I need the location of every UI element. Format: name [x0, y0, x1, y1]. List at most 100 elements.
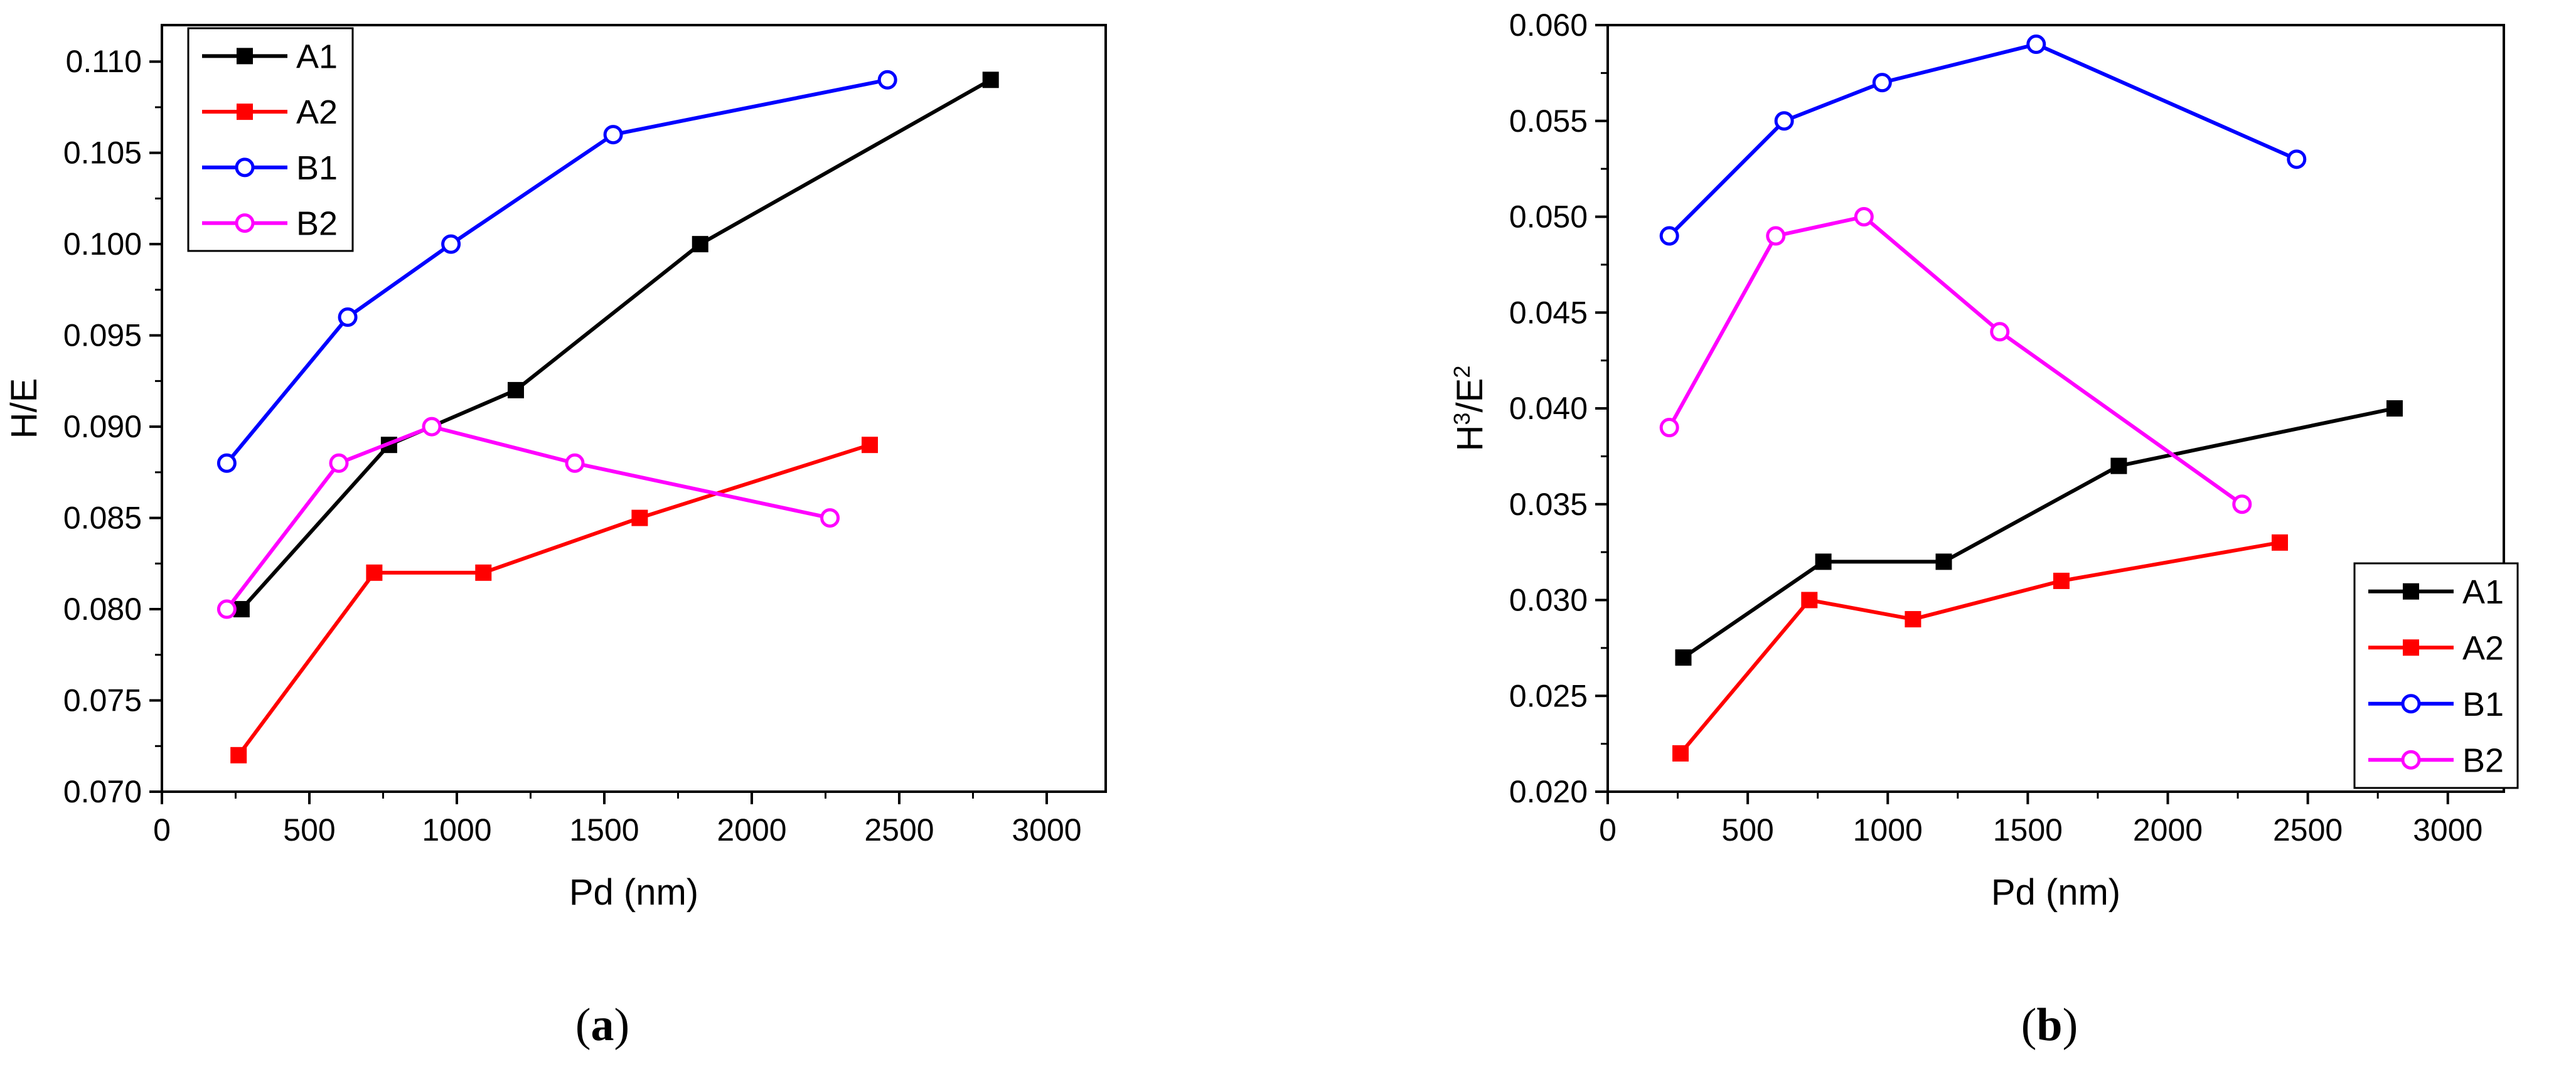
y-axis-label: H3/E2 [1449, 366, 1491, 452]
data-point [1854, 207, 1874, 226]
plot-frame [161, 24, 1107, 793]
legend-label: B1 [296, 149, 338, 187]
data-point [1872, 73, 1892, 93]
x-tick-label: 2000 [717, 812, 786, 848]
data-point [862, 437, 878, 454]
legend-item-b2: B2 [2368, 742, 2504, 779]
legend-marker [237, 104, 253, 120]
x-axis-label: Pd (nm) [1991, 872, 2120, 913]
panel-caption-a: (a) [575, 999, 630, 1051]
series-a1 [233, 72, 999, 618]
y-tick-label: 0.030 [1509, 583, 1588, 618]
data-point [1935, 553, 1952, 570]
data-point [603, 125, 623, 145]
y-axis-label: H/E [4, 378, 45, 439]
data-point [1659, 226, 1679, 246]
y-axis-label-superscript: 3 [1449, 412, 1475, 425]
series-line [1667, 215, 2243, 506]
data-point [565, 453, 585, 473]
y-tick-label: 0.110 [66, 44, 142, 79]
series-b2 [216, 417, 840, 619]
series-line [1668, 42, 2297, 238]
data-point [2287, 149, 2307, 169]
legend-item-a1: A1 [202, 38, 338, 75]
panel-caption-b: (b) [2021, 999, 2078, 1051]
data-point [2272, 534, 2288, 551]
data-point [329, 453, 349, 473]
x-axis-label: Pd (nm) [569, 872, 698, 913]
data-point [1774, 111, 1794, 131]
legend-marker [2403, 583, 2419, 600]
legend-label: B2 [2462, 742, 2504, 779]
x-tick-label: 1500 [569, 812, 639, 848]
legend-label: A2 [2462, 629, 2504, 667]
data-point [1675, 649, 1692, 666]
x-tick-label: 3000 [1012, 812, 1081, 848]
y-tick-label: 0.055 [1509, 104, 1588, 139]
x-tick-label: 1000 [422, 812, 491, 848]
series-a2 [1672, 534, 2288, 762]
x-tick-label: 1500 [1993, 812, 2063, 848]
legend-marker [2401, 694, 2421, 714]
data-point [692, 236, 708, 253]
legend-label: A1 [2462, 573, 2504, 611]
legend-label: B2 [296, 205, 338, 243]
series-a2 [230, 437, 878, 763]
chart-panel-b: 0 500 1000 1500 2000 2500 3000 0.020 0.025 0.030 0… [1449, 8, 2519, 913]
x-tick-label: 2500 [864, 812, 934, 848]
y-tick-label: 0.020 [1509, 774, 1588, 809]
legend-box [187, 27, 354, 252]
y-tick-label: 0.090 [63, 409, 142, 444]
data-point [1990, 322, 2010, 342]
x-tick-label: 500 [283, 812, 335, 848]
data-point [1801, 592, 1818, 609]
series-line [1679, 540, 2280, 755]
legend-item-a2: A2 [2368, 629, 2504, 667]
data-point [422, 417, 442, 437]
y-tick-label: 0.060 [1509, 8, 1588, 43]
legend-item-a1: A1 [2368, 573, 2504, 611]
data-point [820, 508, 840, 528]
y-tick-label: 0.080 [63, 592, 142, 627]
series-line [237, 443, 870, 757]
legend-marker [235, 157, 255, 178]
legend-marker [2401, 750, 2421, 770]
data-point [982, 72, 999, 88]
series-line [225, 425, 831, 610]
series-a1 [1675, 400, 2403, 666]
legend-item-b1: B1 [202, 149, 338, 187]
x-tick-label: 2000 [2133, 812, 2203, 848]
y-axis-label-part: H [1450, 425, 1490, 451]
data-point [508, 381, 524, 398]
data-point [475, 564, 492, 581]
data-point [366, 564, 383, 581]
data-point [1815, 553, 1832, 570]
y-tick-label: 0.025 [1509, 678, 1588, 713]
y-tick-label: 0.050 [1509, 199, 1588, 235]
data-point [338, 307, 358, 327]
x-tick-label: 2500 [2273, 812, 2343, 848]
data-point [1659, 418, 1679, 438]
legend-item-a2: A2 [202, 93, 338, 131]
x-tick-label: 500 [1721, 812, 1773, 848]
legend-label: A2 [296, 93, 338, 131]
y-tick-label: 0.070 [63, 774, 142, 809]
legend-marker [237, 48, 253, 65]
data-point [230, 747, 247, 763]
data-point [2232, 494, 2252, 514]
y-axis-label-superscript: 2 [1449, 366, 1475, 378]
x-tick-label: 1000 [1853, 812, 1923, 848]
data-point [2053, 572, 2070, 589]
data-point [2386, 400, 2403, 417]
data-point [2110, 457, 2127, 474]
data-point [441, 234, 461, 254]
legend-label: B1 [2462, 686, 2504, 723]
x-tick-label: 0 [153, 812, 171, 848]
legend-marker [235, 213, 255, 233]
y-tick-label: 0.040 [1509, 391, 1588, 426]
legend: A1 A2 B1 B2 [187, 27, 354, 252]
y-tick-label: 0.075 [63, 683, 142, 718]
series-b2 [1659, 207, 2252, 514]
y-tick-label: 0.045 [1509, 295, 1588, 330]
